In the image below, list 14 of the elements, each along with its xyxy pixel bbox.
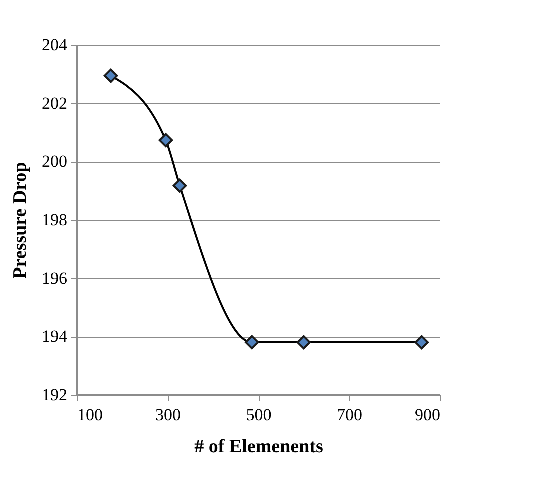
- y-tick-label: 194: [42, 327, 68, 346]
- y-tick-label: 200: [42, 152, 68, 172]
- y-tick-label: 198: [42, 210, 68, 230]
- x-tick-label: 300: [156, 406, 181, 424]
- x-tick-label: 500: [246, 406, 272, 424]
- x-axis-title: # of Elemenents: [194, 436, 324, 458]
- y-tick-label: 196: [42, 268, 68, 288]
- x-tick-label: 100: [78, 406, 103, 424]
- y-tick-label: 204: [42, 36, 68, 54]
- y-tick-label: 202: [42, 94, 68, 113]
- y-tick-label: 192: [42, 386, 68, 404]
- x-tick-label: 900: [415, 406, 440, 424]
- x-tick-label: 700: [337, 406, 362, 424]
- y-axis-title: Pressure Drop: [10, 162, 31, 279]
